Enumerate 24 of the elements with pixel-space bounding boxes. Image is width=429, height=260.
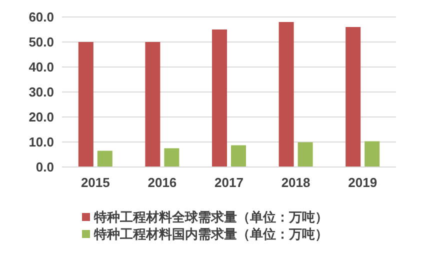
y-tick-label: 50.0: [28, 34, 54, 50]
x-tick-label: 2015: [80, 175, 110, 190]
y-tick-label: 60.0: [28, 10, 54, 24]
bar: [212, 30, 227, 167]
x-tick-label: 2019: [348, 175, 378, 190]
bar: [364, 141, 380, 167]
y-tick-label: 10.0: [28, 134, 54, 150]
bar: [145, 42, 160, 167]
y-tick-label: 20.0: [28, 110, 54, 124]
bar: [164, 148, 180, 167]
bar: [97, 150, 112, 167]
bar: [231, 145, 246, 167]
bar: [298, 142, 313, 167]
legend-label: 特种工程材料国内需求量（单位：万吨）: [93, 226, 328, 242]
bar: [346, 27, 361, 167]
x-tick-label: 2018: [281, 175, 310, 190]
y-tick-label: 0.0: [36, 160, 54, 174]
x-tick-label: 2016: [148, 175, 177, 190]
y-tick-label: 40.0: [28, 60, 54, 74]
x-tick-label: 2017: [214, 175, 244, 190]
bar: [278, 22, 294, 167]
bar: [78, 42, 94, 167]
y-tick-label: 30.0: [28, 84, 54, 100]
legend-label: 特种工程材料全球需求量（单位：万吨）: [93, 210, 328, 224]
